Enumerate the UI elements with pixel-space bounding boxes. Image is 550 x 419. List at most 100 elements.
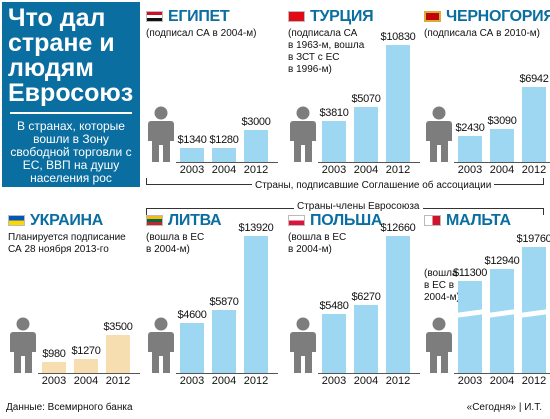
- person-icon: [290, 106, 316, 167]
- country-note: (вошла в ЕС в 2004-м): [146, 232, 205, 255]
- year-label: 2004: [353, 164, 379, 176]
- year-label: 2012: [243, 164, 269, 176]
- bar: [212, 309, 236, 373]
- country-note: Планируется подписание СА 28 ноября 2013-…: [8, 232, 126, 255]
- bar: [244, 129, 268, 162]
- year-label: 2004: [211, 375, 237, 387]
- bar: [354, 305, 378, 373]
- bar: [458, 281, 482, 373]
- bar: [490, 128, 514, 162]
- bar: [212, 148, 236, 162]
- year-label: 2004: [211, 164, 237, 176]
- flag-icon: [146, 11, 163, 22]
- value-label: $5480: [319, 299, 349, 312]
- value-label: $13920: [238, 222, 274, 234]
- baseline: [318, 373, 420, 374]
- year-label: 2012: [105, 375, 131, 387]
- bar: [42, 362, 66, 373]
- bar: [244, 236, 268, 373]
- year-label: 2003: [41, 375, 67, 387]
- value-label: $19760: [516, 233, 550, 245]
- year-label: 2003: [179, 164, 205, 176]
- value-label: $11300: [452, 267, 488, 279]
- country-name: ТУРЦИЯ: [310, 8, 374, 25]
- country-note: (вошла в ЕС в 2004-м): [424, 268, 460, 303]
- bar: [180, 147, 204, 162]
- country-name: ЧЕРНОГОРИЯ: [446, 8, 550, 25]
- year-label: 2003: [321, 164, 347, 176]
- value-label: $5870: [209, 295, 239, 308]
- baseline: [454, 162, 550, 163]
- value-label: $3090: [487, 114, 517, 127]
- value-label: $5070: [351, 93, 381, 106]
- value-label: $6942: [519, 73, 549, 86]
- flag-icon: [288, 215, 305, 226]
- bar: [354, 107, 378, 162]
- value-label: $1270: [71, 345, 101, 358]
- value-label: $1340: [177, 133, 207, 146]
- country-name: ЕГИПЕТ: [168, 8, 230, 25]
- person-icon: [10, 317, 36, 378]
- year-label: 2004: [73, 375, 99, 387]
- baseline: [318, 162, 420, 163]
- person-icon: [426, 317, 452, 378]
- value-label: $10830: [380, 31, 416, 44]
- bar: [322, 313, 346, 373]
- year-label: 2012: [521, 375, 547, 387]
- bar: [180, 323, 204, 373]
- value-label: $3810: [319, 106, 349, 119]
- bar: [522, 87, 546, 162]
- value-label: $3500: [103, 321, 133, 334]
- value-label: $2430: [455, 121, 485, 134]
- flag-icon: [288, 11, 305, 22]
- year-label: 2003: [457, 164, 483, 176]
- year-label: 2004: [489, 375, 515, 387]
- year-label: 2012: [521, 164, 547, 176]
- value-label: $4600: [177, 309, 207, 322]
- bar: [386, 45, 410, 162]
- bar: [322, 120, 346, 162]
- title-box: Что дал стране и людям Евросоюз В страна…: [2, 2, 140, 187]
- country-name: ПОЛЬША: [310, 212, 383, 229]
- year-label: 2003: [179, 375, 205, 387]
- year-label: 2012: [385, 375, 411, 387]
- value-label: $980: [42, 348, 66, 361]
- group-association-label: Страны, подписавшие Соглашение об ассоци…: [252, 180, 495, 191]
- bar: [490, 269, 514, 373]
- chart-title: Что дал стране и людям Евросоюз: [8, 4, 134, 107]
- value-label: $1280: [209, 134, 239, 147]
- country-name: МАЛЬТА: [446, 212, 511, 229]
- flag-icon: [424, 215, 441, 226]
- bar: [458, 135, 482, 162]
- flag-icon: [424, 11, 441, 22]
- source-note: Данные: Всемирного банка: [6, 402, 133, 413]
- value-label: $3000: [241, 115, 271, 128]
- year-label: 2012: [243, 375, 269, 387]
- baseline: [38, 373, 140, 374]
- group-eu-label: Страны-члены Евросоюза: [294, 201, 423, 212]
- person-icon: [426, 106, 452, 167]
- country-note: (подписала СА в 2010-м): [424, 28, 540, 39]
- country-name: УКРАИНА: [30, 212, 104, 229]
- bar: [74, 359, 98, 373]
- year-label: 2004: [489, 164, 515, 176]
- country-note: (подписала СА в 1963-м, вошла в ЗСТ с ЕС в …: [288, 28, 365, 75]
- baseline: [176, 162, 278, 163]
- country-note: (вошла в ЕС в 2004-м): [288, 232, 347, 255]
- title-divider: [10, 112, 132, 114]
- person-icon: [148, 106, 174, 167]
- year-label: 2012: [385, 164, 411, 176]
- year-label: 2003: [457, 375, 483, 387]
- credit-note: «Сегодня» | И.Т.: [466, 402, 542, 413]
- value-label: $12660: [380, 222, 416, 235]
- value-label: $12940: [484, 255, 520, 267]
- person-icon: [290, 317, 316, 378]
- value-label: $6270: [351, 291, 381, 304]
- chart-subtitle: В странах, которые вошли в Зону свободно…: [10, 119, 132, 185]
- person-icon: [148, 317, 174, 378]
- country-note: (подписал СА в 2004-м): [146, 28, 257, 39]
- bar: [106, 335, 130, 373]
- baseline: [176, 373, 278, 374]
- year-label: 2003: [321, 375, 347, 387]
- bar: [386, 236, 410, 373]
